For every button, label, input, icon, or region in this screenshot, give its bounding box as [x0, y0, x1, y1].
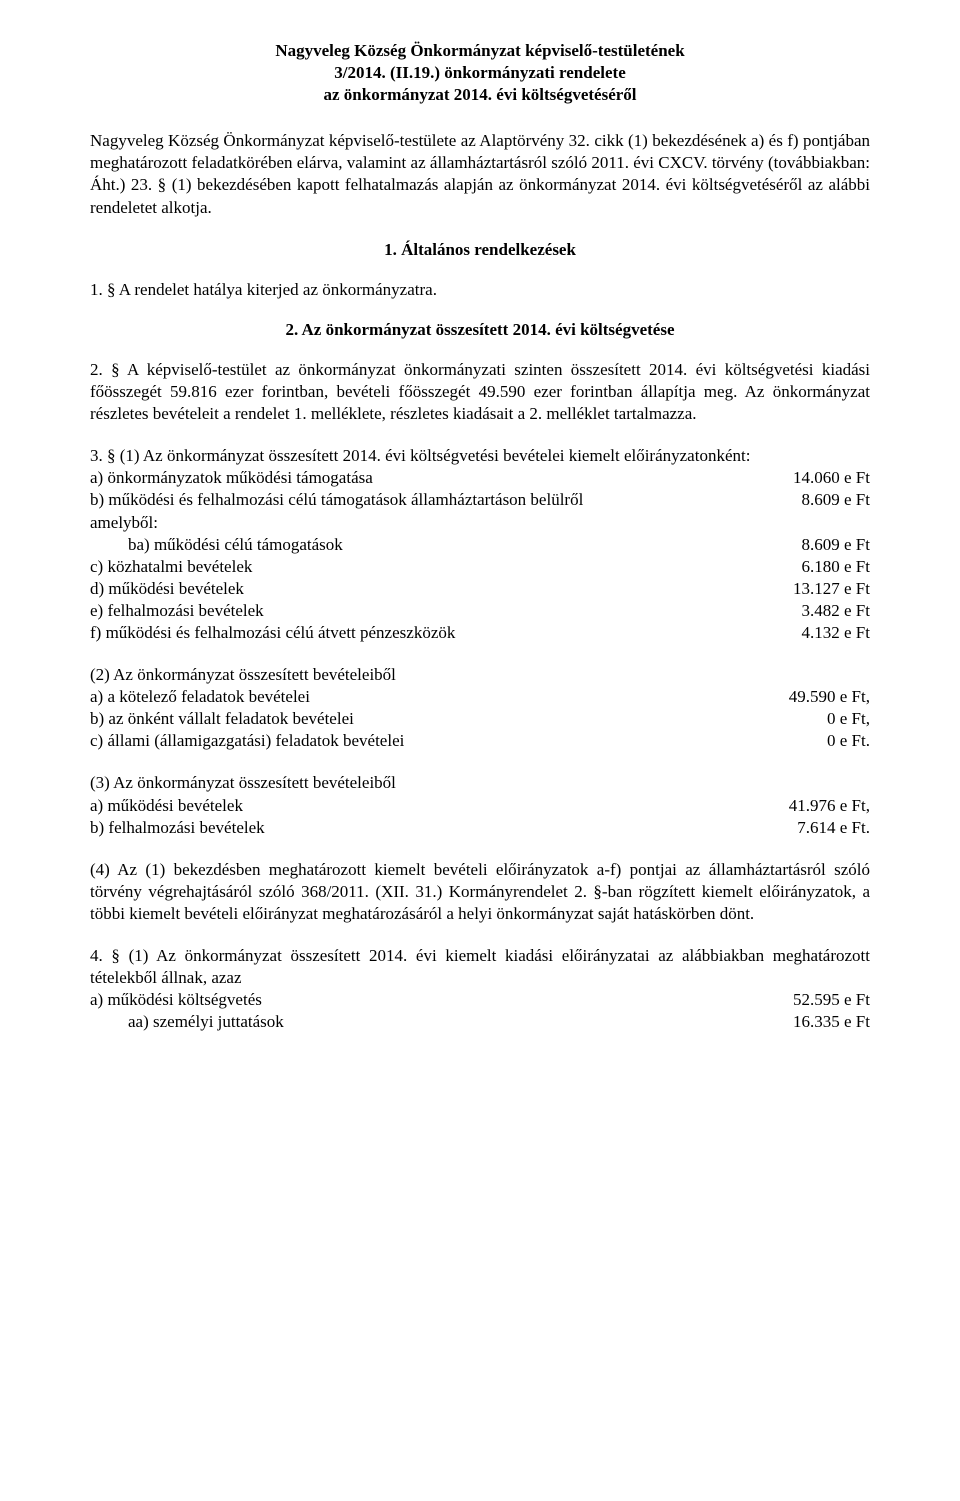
budget-line-label: a) a kötelező feladatok bevételei [90, 686, 650, 708]
budget-line-label: a) működési költségvetés [90, 989, 760, 1011]
budget-line-label: c) állami (államigazgatási) feladatok be… [90, 730, 650, 752]
budget-line: a) önkormányzatok működési támogatása 14… [90, 467, 870, 489]
budget-line-amount: 3.482 e Ft [760, 600, 870, 622]
budget-line-amount: 8.609 e Ft [760, 489, 870, 511]
budget-line: c) állami (államigazgatási) feladatok be… [90, 730, 870, 752]
budget-line-label: f) működési és felhalmozási célú átvett … [90, 622, 760, 644]
budget-sub-line: ba) működési célú támogatások 8.609 e Ft [90, 534, 870, 556]
budget-line: b) az önként vállalt feladatok bevételei… [90, 708, 870, 730]
title-line-3: az önkormányzat 2014. évi költségvetésér… [90, 84, 870, 106]
section-3-block-3: (3) Az önkormányzat összesített bevétele… [90, 772, 870, 838]
budget-line-amount: 7.614 e Ft. [650, 817, 870, 839]
section-3-block-1: 3. § (1) Az önkormányzat összesített 201… [90, 445, 870, 644]
budget-line-amount: 8.609 e Ft [640, 534, 870, 556]
section-3-p2-lead: (2) Az önkormányzat összesített bevétele… [90, 664, 870, 686]
budget-sub-line: aa) személyi juttatások 16.335 e Ft [90, 1011, 870, 1033]
budget-line-label: d) működési bevételek [90, 578, 760, 600]
section-3-p4: (4) Az (1) bekezdésben meghatározott kie… [90, 859, 870, 925]
budget-line: a) a kötelező feladatok bevételei 49.590… [90, 686, 870, 708]
budget-line: a) működési bevételek 41.976 e Ft, [90, 795, 870, 817]
budget-line-label: c) közhatalmi bevételek [90, 556, 760, 578]
budget-line-amount: 14.060 e Ft [760, 467, 870, 489]
section-2-p2: 2. § A képviselő-testület az önkormányza… [90, 359, 870, 425]
budget-line-label: aa) személyi juttatások [90, 1011, 760, 1033]
section-3-p3-lead: (3) Az önkormányzat összesített bevétele… [90, 772, 870, 794]
budget-line-amount: 41.976 e Ft, [650, 795, 870, 817]
budget-line-label: b) felhalmozási bevételek [90, 817, 650, 839]
intro-paragraph: Nagyveleg Község Önkormányzat képviselő-… [90, 130, 870, 218]
budget-line-label: b) működési és felhalmozási célú támogat… [90, 489, 760, 511]
budget-line-amount: 0 e Ft. [650, 730, 870, 752]
section-1-heading: 1. Általános rendelkezések [90, 239, 870, 261]
section-3-block-2: (2) Az önkormányzat összesített bevétele… [90, 664, 870, 752]
title-line-1: Nagyveleg Község Önkormányzat képviselő-… [90, 40, 870, 62]
budget-line-amount: 13.127 e Ft [760, 578, 870, 600]
budget-line-label: a) működési bevételek [90, 795, 650, 817]
budget-line-amount: 52.595 e Ft [760, 989, 870, 1011]
section-4-lead: 4. § (1) Az önkormányzat összesített 201… [90, 945, 870, 989]
document-title: Nagyveleg Község Önkormányzat képviselő-… [90, 40, 870, 106]
budget-line-label: e) felhalmozási bevételek [90, 600, 760, 622]
budget-line-amount: 49.590 e Ft, [650, 686, 870, 708]
budget-line: c) közhatalmi bevételek 6.180 e Ft [90, 556, 870, 578]
budget-line: b) működési és felhalmozási célú támogat… [90, 489, 870, 511]
budget-line-amount: 4.132 e Ft [760, 622, 870, 644]
budget-line-amount: 0 e Ft, [650, 708, 870, 730]
budget-line: d) működési bevételek 13.127 e Ft [90, 578, 870, 600]
section-3-lead: 3. § (1) Az önkormányzat összesített 201… [90, 445, 870, 467]
budget-line: e) felhalmozási bevételek 3.482 e Ft [90, 600, 870, 622]
budget-line-label: b) az önként vállalt feladatok bevételei [90, 708, 650, 730]
budget-line: b) felhalmozási bevételek 7.614 e Ft. [90, 817, 870, 839]
section-4-block: 4. § (1) Az önkormányzat összesített 201… [90, 945, 870, 1033]
section-1-p1: 1. § A rendelet hatálya kiterjed az önko… [90, 279, 870, 301]
budget-line-amount: 16.335 e Ft [760, 1011, 870, 1033]
budget-line-label: a) önkormányzatok működési támogatása [90, 467, 760, 489]
budget-line-amount: 6.180 e Ft [760, 556, 870, 578]
amelybol-label: amelyből: [90, 512, 870, 534]
section-2-heading: 2. Az önkormányzat összesített 2014. évi… [90, 319, 870, 341]
budget-line-label: ba) működési célú támogatások [90, 534, 640, 556]
budget-line: a) működési költségvetés 52.595 e Ft [90, 989, 870, 1011]
title-line-2: 3/2014. (II.19.) önkormányzati rendelete [90, 62, 870, 84]
budget-line: f) működési és felhalmozási célú átvett … [90, 622, 870, 644]
